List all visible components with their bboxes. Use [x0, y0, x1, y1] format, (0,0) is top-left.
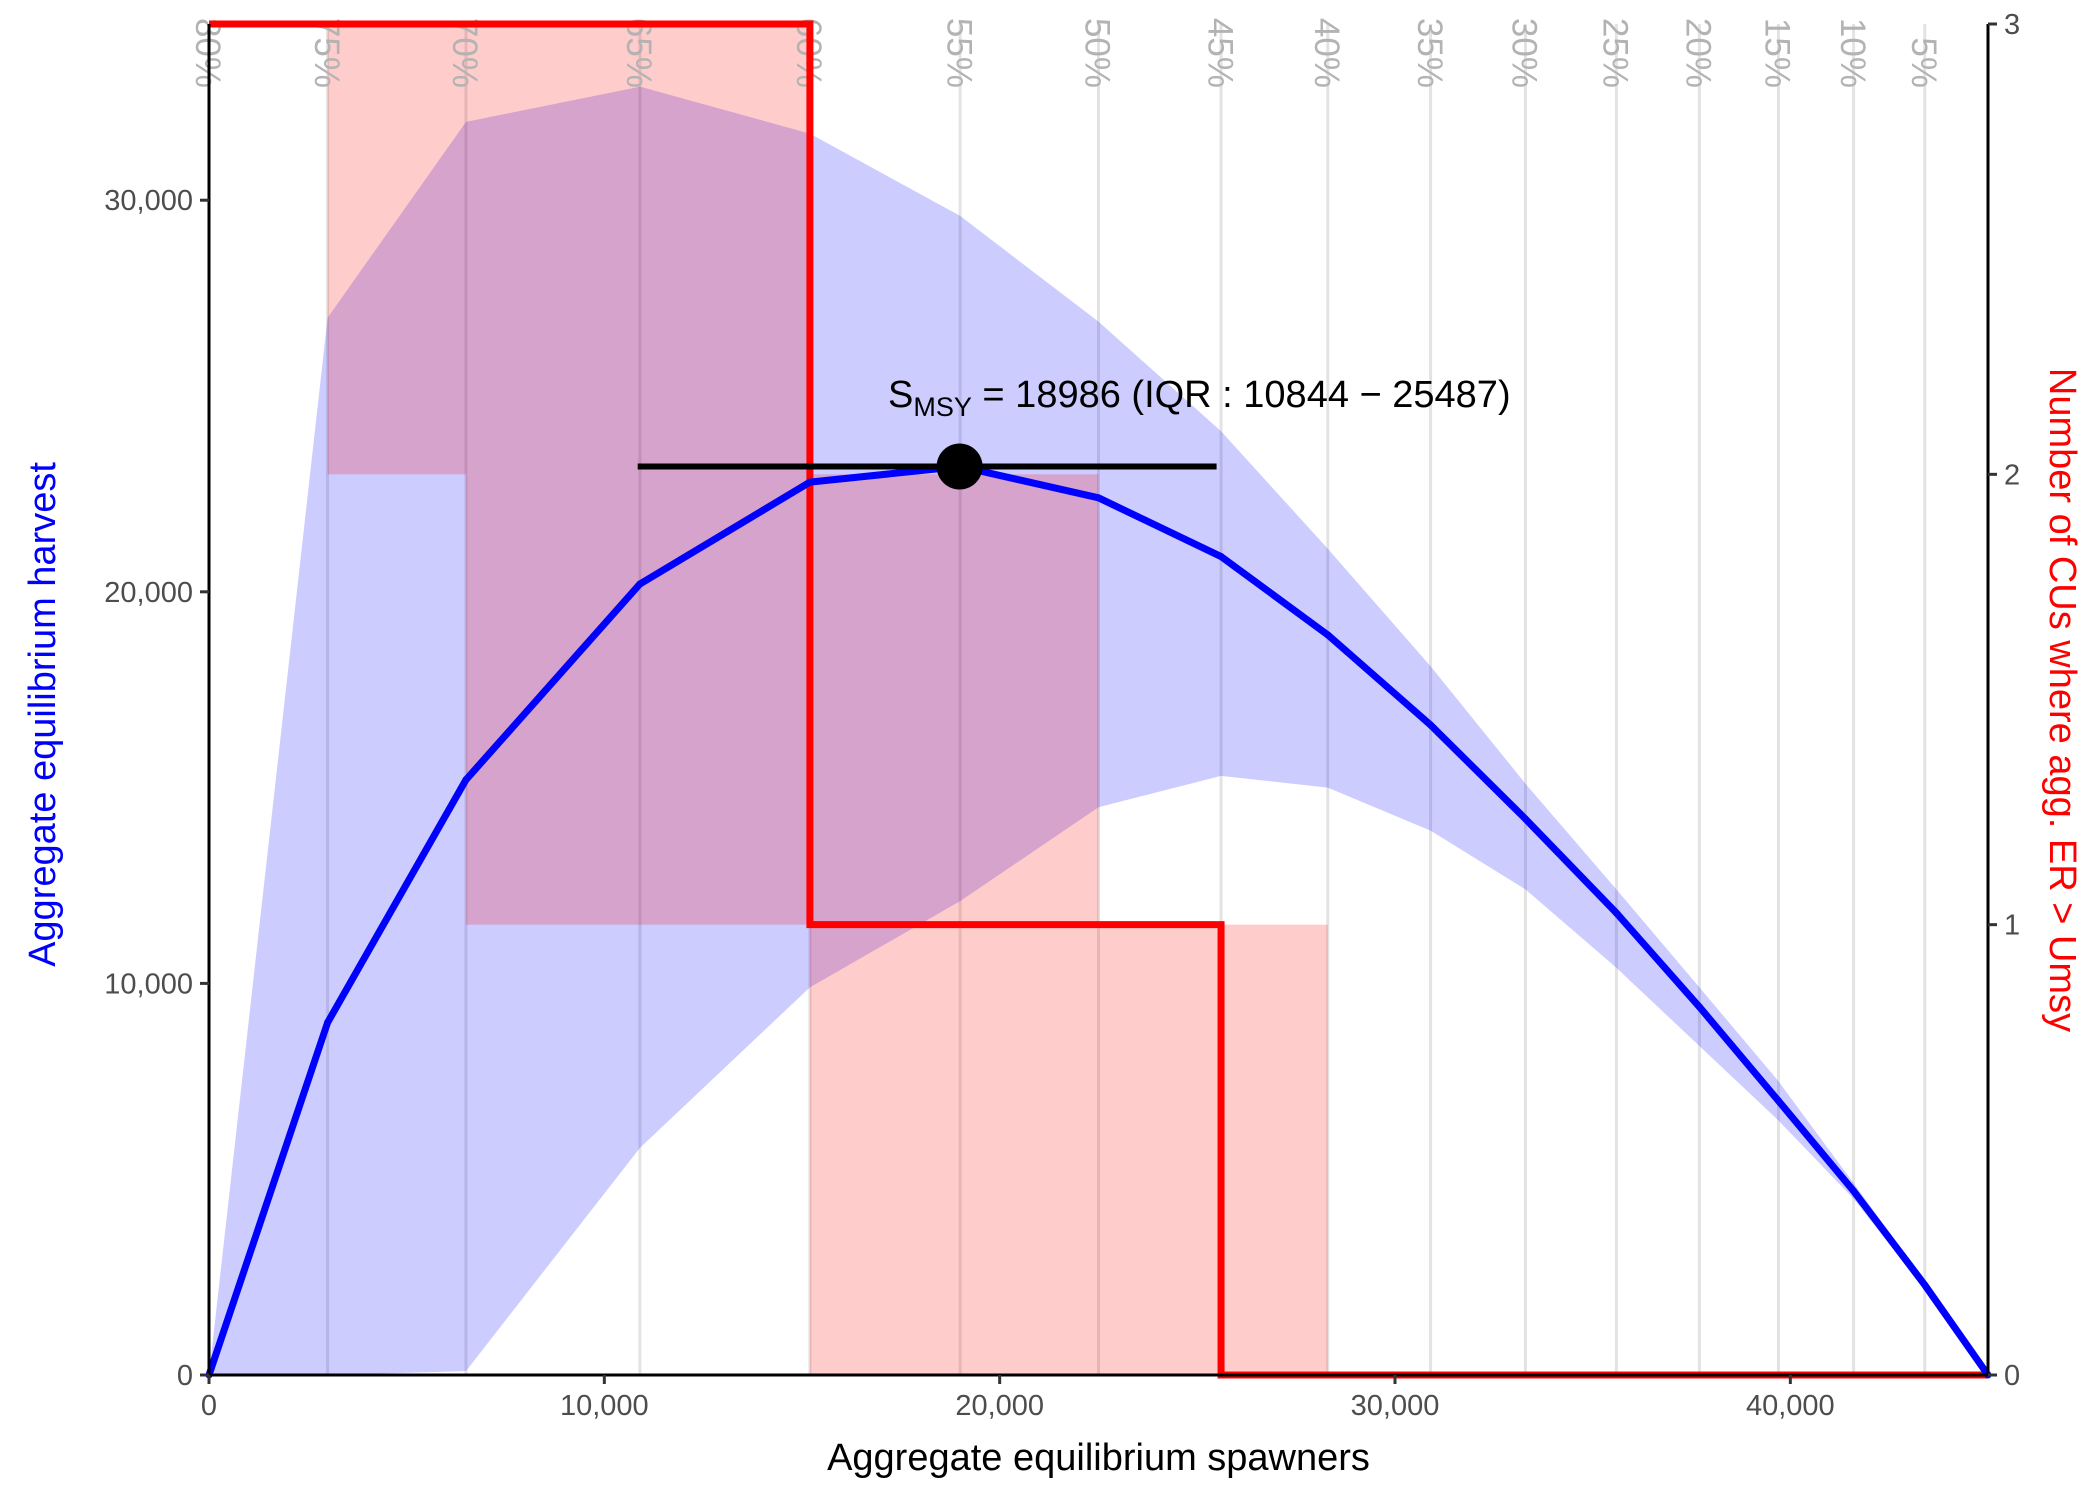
smsy-point: [936, 443, 983, 490]
er-label: 30%: [1505, 18, 1544, 88]
harvest-point: [1695, 1003, 1703, 1011]
cu-count-band: [327, 24, 1328, 1375]
cu-count-band-rect: [327, 24, 810, 475]
harvest-point: [1217, 553, 1225, 561]
x-tick-label: 40,000: [1746, 1390, 1835, 1422]
er-label: 35%: [1410, 18, 1449, 88]
er-labels: 80%75%70%65%60%55%50%45%40%35%30%25%20%1…: [188, 18, 1943, 88]
y-right-tick-label: 3: [2004, 9, 2020, 41]
x-tick-label: 30,000: [1351, 1390, 1440, 1422]
y-right-tick-label: 2: [2004, 459, 2020, 491]
er-label: 45%: [1200, 18, 1239, 88]
er-gridlines: [326, 24, 1927, 1375]
cu-count-band-rect: [465, 474, 810, 925]
er-label: 40%: [1307, 18, 1346, 88]
harvest-band: [209, 86, 1988, 1376]
er-label: 5%: [1904, 37, 1943, 88]
x-tick-label: 10,000: [560, 1390, 649, 1422]
harvest-point: [1095, 494, 1102, 502]
er-label: 20%: [1679, 18, 1718, 88]
er-label: 50%: [1078, 18, 1117, 88]
y-left-tick-label: 20,000: [104, 577, 193, 609]
y-left-tick-label: 0: [177, 1360, 193, 1392]
y-left-tick-label: 10,000: [104, 968, 193, 1000]
harvest-point: [1921, 1281, 1929, 1289]
harvest-point: [1427, 721, 1435, 729]
harvest-point: [462, 776, 470, 784]
er-label: 10%: [1833, 18, 1872, 88]
harvest-point: [1324, 631, 1332, 639]
harvest-point: [1850, 1187, 1858, 1195]
x-tick-label: 20,000: [955, 1390, 1044, 1422]
harvest-point: [1774, 1097, 1782, 1105]
harvest-point: [806, 478, 814, 486]
x-axis-title: Aggregate equilibrium spawners: [827, 1437, 1370, 1479]
er-label: 25%: [1596, 18, 1635, 88]
harvest-point: [1521, 815, 1529, 823]
harvest-point: [1612, 909, 1620, 917]
y-right-tick-label: 1: [2004, 910, 2020, 942]
smsy-annotation: SMSY = 18986 (IQR : 10844 − 25487): [888, 374, 1511, 422]
harvest-point: [324, 1019, 332, 1027]
y-right-tick-label: 0: [2004, 1360, 2020, 1392]
er-label: 15%: [1758, 18, 1797, 88]
axes: 0 10,000 20,000 30,000 40,000010,00020,00030…: [104, 9, 2020, 1422]
harvest-point: [636, 580, 644, 588]
er-label: 75%: [307, 18, 346, 88]
cu-count-band-rect: [809, 474, 1099, 925]
axis-titles: Aggregate equilibrium spawners Aggregate …: [22, 368, 2083, 1479]
y-left-axis-title: Aggregate equilibrium harvest: [22, 462, 64, 967]
y-right-axis-title: Number of CUs where agg. ER > Umsy: [2041, 368, 2083, 1032]
x-tick-label: 0: [201, 1390, 217, 1422]
smsy-marker: SMSY = 18986 (IQR : 10844 − 25487): [637, 374, 1511, 490]
y-left-tick-label: 30,000: [104, 185, 193, 217]
cu-count-band-rect: [809, 924, 1328, 1375]
er-label: 55%: [939, 18, 978, 88]
er-label: 70%: [445, 18, 484, 88]
er-label: 65%: [619, 18, 658, 88]
harvest-uncertainty-band: [209, 86, 1988, 1376]
